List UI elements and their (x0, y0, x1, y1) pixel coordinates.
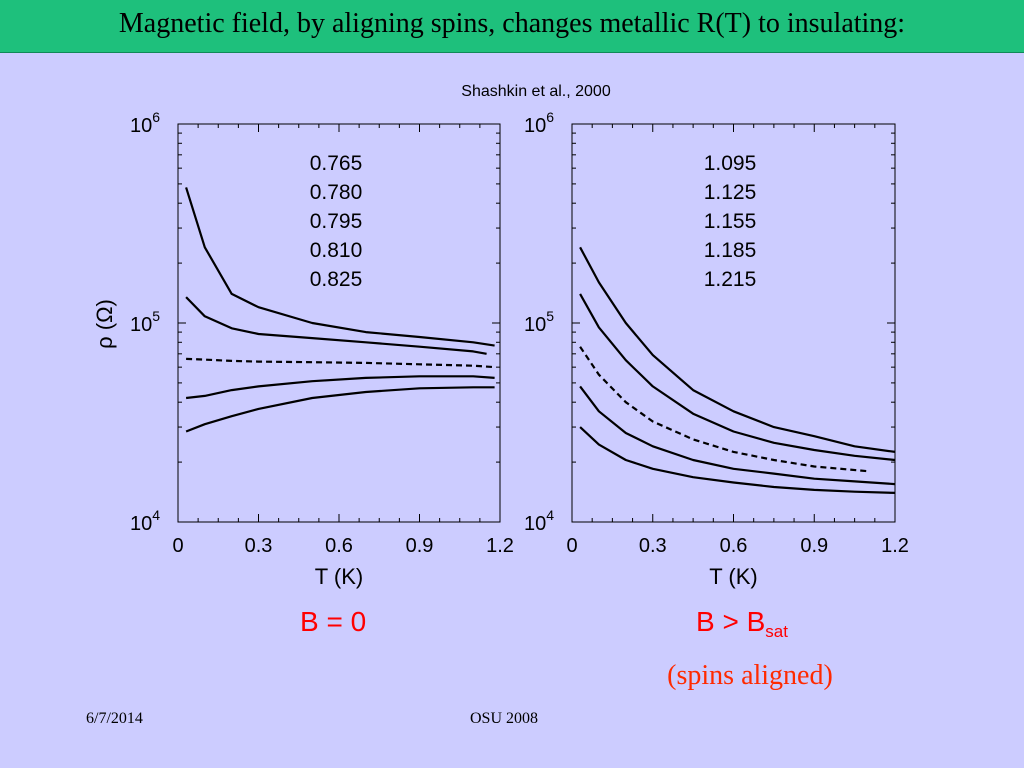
x-axis-title: T (K) (315, 564, 363, 589)
x-tick-label: 0 (566, 535, 577, 557)
series-line-0.825 (185, 386, 495, 433)
y-tick-base: 10 (130, 513, 152, 535)
title-bar (0, 0, 1024, 53)
y-tick-exponent: 6 (546, 109, 554, 125)
y-tick-exponent: 4 (546, 507, 554, 523)
y-tick-label: 105 (130, 308, 160, 336)
legend-entry: 1.215 (704, 268, 757, 291)
slide-title: Magnetic field, by aligning spins, chang… (118, 8, 906, 39)
series-line-0.810 (185, 375, 495, 400)
x-tick-label: 0.9 (800, 535, 828, 557)
series-line-0.780 (185, 296, 487, 355)
y-tick-label: 106 (524, 109, 554, 137)
x-tick-label: 0.9 (406, 535, 434, 557)
x-tick-label: 1.2 (881, 535, 909, 557)
x-axis-title: T (K) (709, 564, 757, 589)
y-tick-exponent: 6 (152, 109, 160, 125)
right-panel-field-text: B > B (696, 606, 766, 637)
series-line-1.095 (579, 246, 896, 453)
right-panel-field-subscript: sat (765, 622, 788, 641)
spins-aligned-note: (spins aligned) (667, 660, 833, 691)
y-tick-base: 10 (524, 115, 546, 137)
series-line-1.155 (579, 346, 869, 473)
x-tick-label: 0.3 (245, 535, 273, 557)
y-tick-label: 105 (524, 308, 554, 336)
legend-entry: 1.185 (704, 239, 757, 262)
y-axis-title: ρ (Ω) (92, 299, 117, 349)
series-line-1.215 (579, 426, 896, 494)
y-tick-label: 106 (130, 109, 160, 137)
legend-entry: 1.125 (704, 181, 757, 204)
y-tick-exponent: 4 (152, 507, 160, 523)
legend-entry: 0.795 (310, 210, 363, 233)
x-tick-label: 0.6 (325, 535, 353, 557)
y-tick-exponent: 5 (152, 308, 160, 324)
legend-entry: 0.780 (310, 181, 363, 204)
series-line-1.125 (579, 293, 896, 462)
legend-entry: 0.810 (310, 239, 363, 262)
x-tick-label: 1.2 (486, 535, 514, 557)
y-tick-base: 10 (130, 115, 152, 137)
y-tick-label: 104 (130, 507, 160, 535)
y-tick-base: 10 (130, 314, 152, 336)
legend-entry: 1.155 (704, 210, 757, 233)
citation-label: Shashkin et al., 2000 (461, 83, 611, 100)
left-panel-field-text: B = 0 (300, 606, 367, 637)
footer-date: 6/7/2014 (86, 710, 143, 727)
x-tick-label: 0 (172, 535, 183, 557)
legend-entry: 0.825 (310, 268, 363, 291)
series-line-1.185 (579, 385, 896, 486)
y-tick-base: 10 (524, 513, 546, 535)
right-panel-field-label: B > Bsat (696, 606, 788, 642)
series-line-0.765 (185, 187, 495, 347)
x-tick-label: 0.3 (639, 535, 667, 557)
x-tick-label: 0.6 (720, 535, 748, 557)
y-tick-label: 104 (524, 507, 554, 535)
left-panel-field-label: B = 0 (300, 606, 366, 638)
legend-entry: 1.095 (704, 152, 757, 175)
series-line-0.795 (186, 357, 495, 369)
legend-entry: 0.765 (310, 152, 363, 175)
footer-center: OSU 2008 (470, 710, 539, 727)
y-tick-exponent: 5 (546, 308, 554, 324)
y-tick-base: 10 (524, 314, 546, 336)
